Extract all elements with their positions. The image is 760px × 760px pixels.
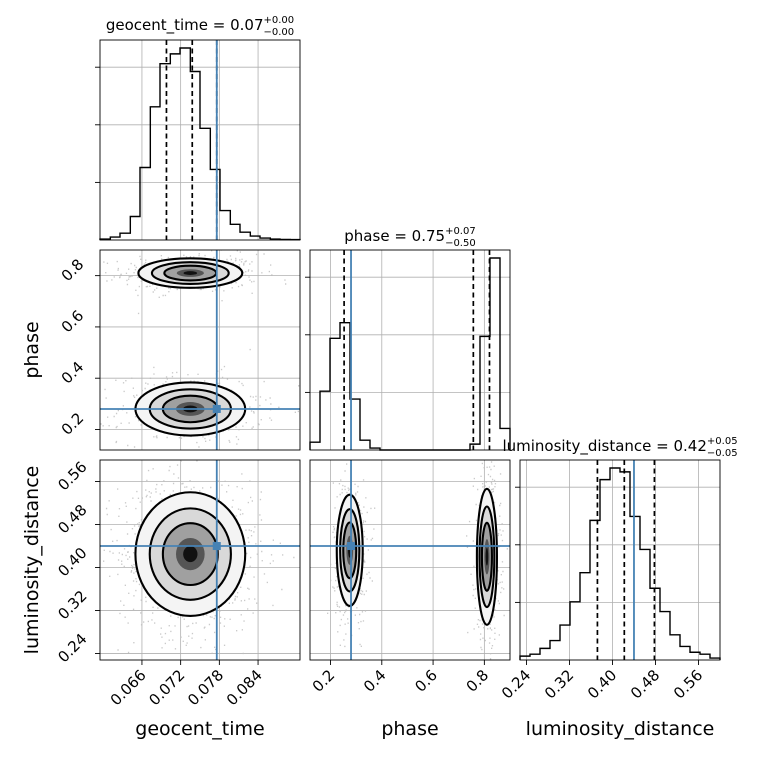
- x-tick-label: 0.078: [184, 666, 227, 709]
- histogram-frame: [309, 249, 511, 451]
- y-tick-label: 0.48: [54, 501, 90, 537]
- y-tick-label: 0.56: [54, 458, 90, 494]
- panel-frame: [99, 249, 301, 451]
- x-tick-label: 0.084: [223, 666, 266, 709]
- title-luminosity-distance: luminosity_distance = 0.42+0.05 −0.05: [502, 436, 737, 459]
- x-tick-label: 0.2: [309, 666, 339, 696]
- x-tick-label: 0.40: [584, 666, 620, 702]
- histogram-luminosity_distance: [519, 467, 721, 660]
- histogram-frame: [519, 459, 721, 661]
- y-tick-label: 0.32: [54, 587, 90, 623]
- truth-marker: [212, 404, 221, 413]
- contour-line: [335, 493, 364, 608]
- x-tick-label: 0.56: [670, 666, 706, 702]
- y-tick-label: 0.6: [58, 307, 88, 337]
- panel-phase-vs-luminosity_distance: [310, 460, 510, 660]
- contour-line: [137, 257, 244, 289]
- title-geocent-time: geocent_time = 0.07+0.00 −0.00: [106, 15, 294, 38]
- panel-geocent_time-vs-phase: [100, 250, 300, 450]
- histogram-phase: [309, 257, 511, 451]
- x-tick-label: 0.066: [107, 666, 150, 709]
- y-tick-label: 0.2: [58, 409, 88, 439]
- contour-line: [480, 521, 493, 592]
- contour-line: [478, 505, 496, 609]
- contour-line: [342, 521, 358, 580]
- density-level: [485, 547, 489, 566]
- xlabel-geocent-time: geocent_time: [135, 718, 264, 740]
- contour-line: [150, 261, 230, 286]
- histogram-frame: [99, 39, 301, 241]
- histogram-geocent_time: [99, 47, 301, 241]
- contour-line: [161, 522, 219, 587]
- x-tick-label: 0.8: [463, 666, 493, 696]
- xlabel-phase: phase: [381, 718, 438, 740]
- contour-line: [339, 508, 361, 593]
- plot-body: [99, 40, 721, 660]
- x-tick-label: 0.6: [411, 666, 441, 696]
- contour-line: [134, 491, 247, 617]
- panel-geocent_time-vs-luminosity_distance: [100, 460, 300, 660]
- contour-line: [148, 507, 232, 601]
- x-tick-label: 0.24: [498, 666, 534, 702]
- xlabel-luminosity-distance: luminosity_distance: [526, 718, 715, 740]
- panel-frame: [309, 459, 511, 661]
- y-tick-label: 0.40: [54, 544, 90, 580]
- ylabel-luminosity-distance: luminosity_distance: [21, 466, 43, 655]
- truth-marker: [347, 542, 356, 551]
- y-tick-label: 0.24: [54, 630, 90, 666]
- y-tick-label: 0.8: [58, 255, 88, 285]
- x-tick-label: 0.32: [541, 666, 577, 702]
- x-tick-label: 0.072: [145, 666, 188, 709]
- x-tick-label: 0.48: [627, 666, 663, 702]
- contour-line: [475, 487, 498, 626]
- x-tick-label: 0.4: [360, 666, 390, 696]
- ylabel-phase: phase: [21, 321, 43, 378]
- density-level: [183, 546, 198, 563]
- panel-frames: [99, 39, 721, 661]
- panel-frame: [99, 459, 301, 661]
- y-tick-label: 0.4: [58, 358, 88, 388]
- density-level: [183, 271, 198, 276]
- truth-marker: [212, 542, 221, 551]
- title-phase: phase = 0.75+0.07 −0.50: [344, 226, 475, 249]
